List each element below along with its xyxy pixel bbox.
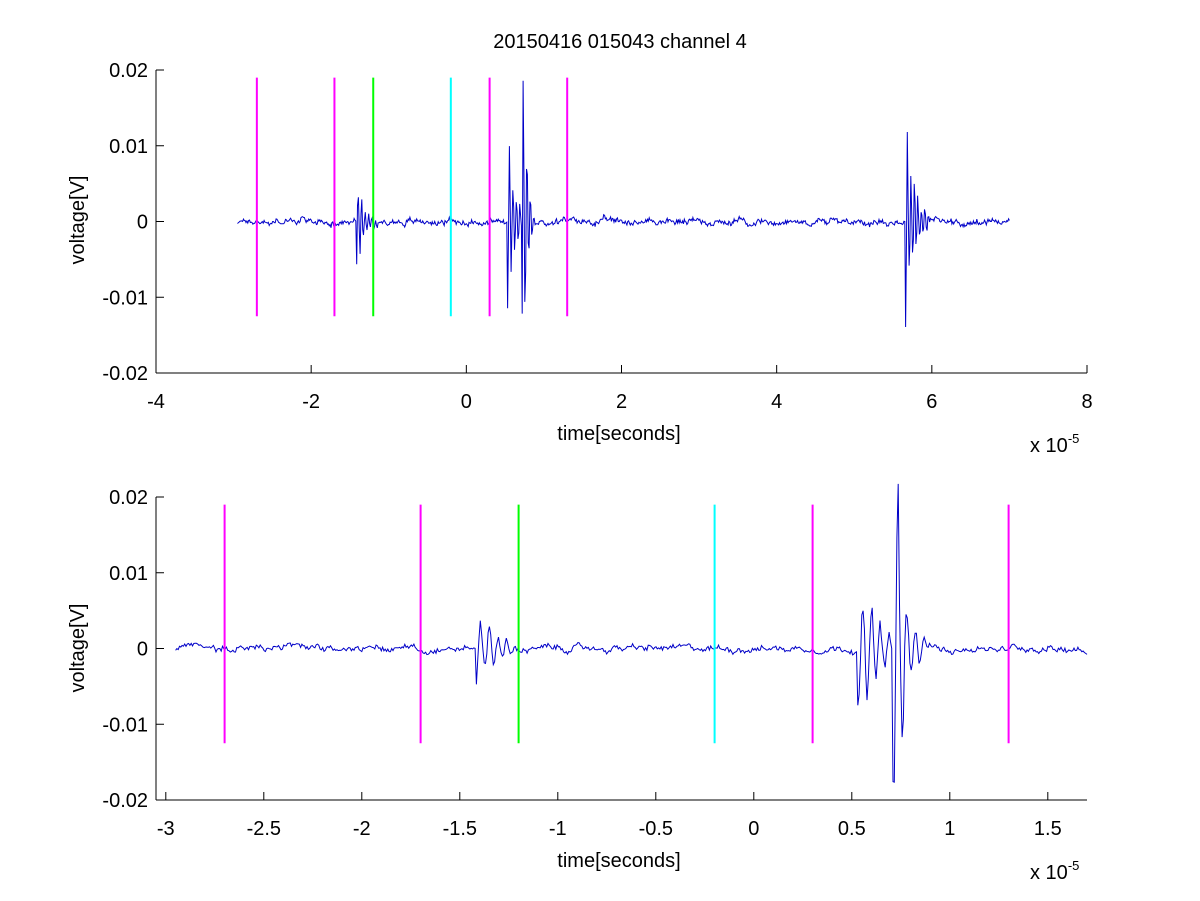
bottom-xtick-label: -2 xyxy=(353,818,371,840)
top-x-multiplier-base: x 10 xyxy=(1030,435,1068,457)
top-xtick-label: 4 xyxy=(771,391,782,413)
chart-title: 20150416 015043 channel 4 xyxy=(493,31,747,53)
top-xtick-label: 0 xyxy=(461,391,472,413)
top-xtick-label: 6 xyxy=(926,391,937,413)
bottom-ylabel: voltage[V] xyxy=(67,604,89,693)
bottom-xtick-label: 0 xyxy=(748,818,759,840)
bottom-xtick-label: 1.5 xyxy=(1034,818,1062,840)
bottom-xtick-label: 0.5 xyxy=(838,818,866,840)
top-plot: -0.02 -0.01 0 0.01 0.02 -4 -2 0 2 4 6 8 xyxy=(102,60,1092,413)
bottom-ytick-label: -0.01 xyxy=(102,714,148,736)
top-xtick-label: -2 xyxy=(302,391,320,413)
bottom-xtick-label: -1 xyxy=(549,818,567,840)
bottom-xlabel: time[seconds] xyxy=(557,850,680,872)
bottom-xtick-label: -3 xyxy=(157,818,175,840)
bottom-ytick-label: -0.02 xyxy=(102,790,148,812)
top-ytick-label: 0.01 xyxy=(109,136,148,158)
top-x-multiplier: x 10-5 xyxy=(1030,431,1079,457)
bottom-xtick-label: -1.5 xyxy=(443,818,477,840)
top-signal-series xyxy=(237,80,1010,328)
bottom-plot: -0.02 -0.01 0 0.01 0.02 -3 -2.5 -2 -1.5 -1 -0.5 0 0.… xyxy=(102,483,1088,840)
bottom-ytick-label: 0 xyxy=(137,639,148,661)
top-xlabel: time[seconds] xyxy=(557,423,680,445)
top-xtick-label: -4 xyxy=(147,391,165,413)
top-ytick-label: -0.01 xyxy=(102,287,148,309)
bottom-signal-series xyxy=(175,483,1088,783)
top-ytick-label: -0.02 xyxy=(102,363,148,385)
top-ytick-label: 0 xyxy=(137,212,148,234)
bottom-x-multiplier-base: x 10 xyxy=(1030,862,1068,884)
bottom-xtick-label: 1 xyxy=(944,818,955,840)
top-ytick-label: 0.02 xyxy=(109,60,148,82)
top-xtick-label: 8 xyxy=(1081,391,1092,413)
bottom-ytick-label: 0.02 xyxy=(109,487,148,509)
bottom-x-multiplier-exp: -5 xyxy=(1068,858,1080,873)
bottom-ytick-label: 0.01 xyxy=(109,563,148,585)
bottom-x-multiplier: x 10-5 xyxy=(1030,858,1079,884)
top-x-multiplier-exp: -5 xyxy=(1068,431,1080,446)
bottom-xtick-label: -0.5 xyxy=(639,818,673,840)
bottom-xtick-label: -2.5 xyxy=(247,818,281,840)
top-ylabel: voltage[V] xyxy=(67,176,89,265)
top-xtick-label: 2 xyxy=(616,391,627,413)
